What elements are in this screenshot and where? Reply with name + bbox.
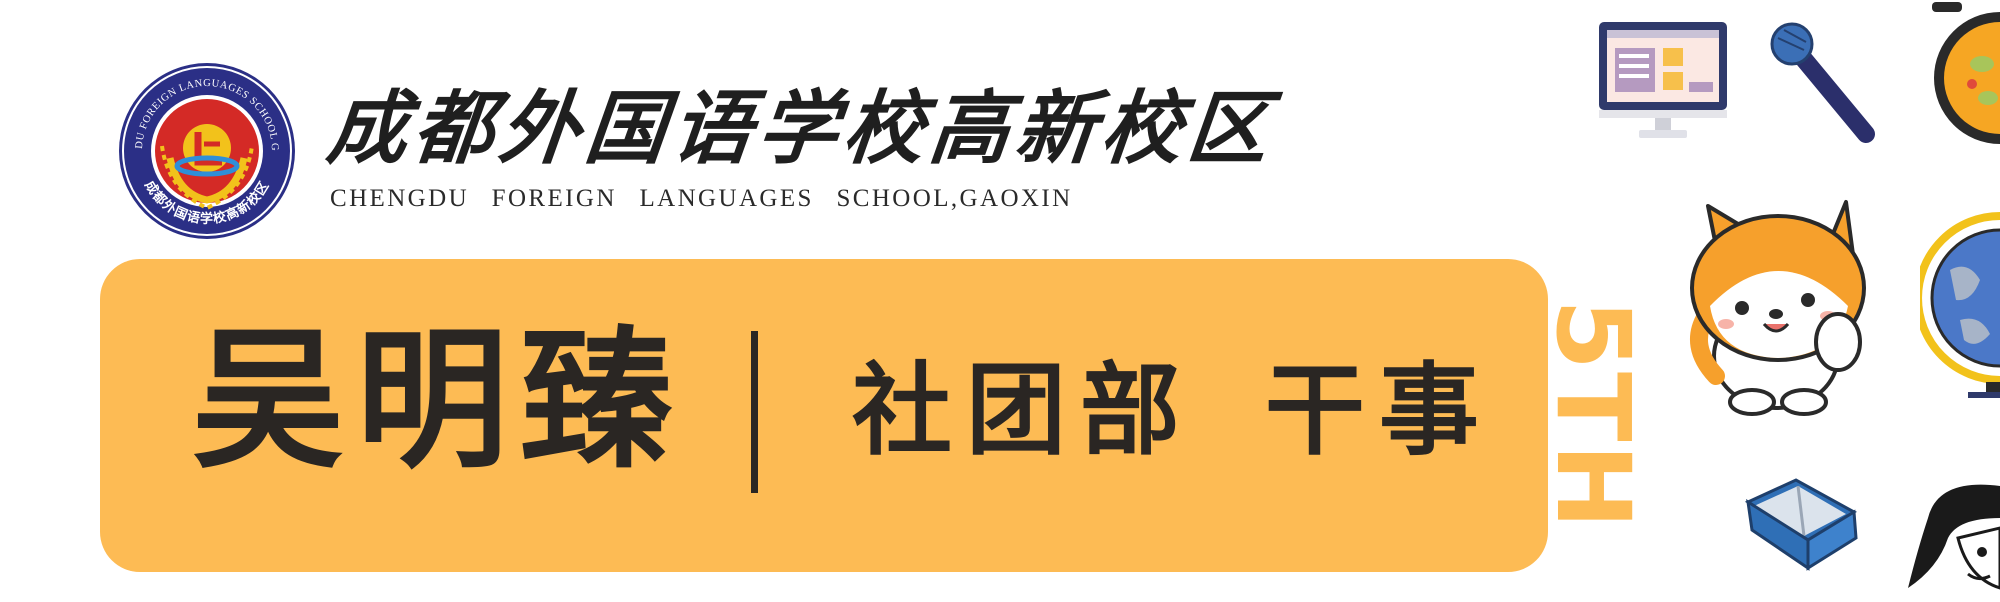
anime-character-icon xyxy=(1908,478,2000,602)
banner-divider xyxy=(751,331,758,493)
pan-icon xyxy=(1922,0,2000,160)
fifth-tag-text: 5TH xyxy=(1533,299,1652,531)
person-name: 吴明臻 xyxy=(192,312,684,489)
name-banner: 吴明臻 社团部 干事 xyxy=(100,259,1548,572)
school-seal-icon: CHENGDU FOREIGN LANGUAGES SCHOOL GAOXIN … xyxy=(118,62,295,239)
microphone-icon xyxy=(1768,22,1876,146)
shiba-dog-icon xyxy=(1678,196,1878,426)
book-icon xyxy=(1738,472,1862,576)
globe-icon xyxy=(1920,210,2000,400)
school-name-english: CHENGDU FOREIGN LANGUAGES SCHOOL,GAOXIN xyxy=(330,185,1073,212)
school-logo: CHENGDU FOREIGN LANGUAGES SCHOOL GAOXIN … xyxy=(118,62,296,240)
fifth-tag: 5TH xyxy=(1533,290,1652,540)
monitor-icon xyxy=(1593,16,1733,144)
person-role: 社团部 干事 xyxy=(852,352,1493,469)
school-name-chinese: 成都外国语学校高新校区 xyxy=(323,81,1279,175)
